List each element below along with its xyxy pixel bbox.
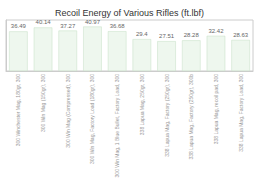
svg-text:300 Winchester Mag, 180gr, 300: 300 Winchester Mag, 180gr, 300: [15, 74, 21, 146]
svg-text:40.97: 40.97: [85, 19, 101, 25]
svg-text:29.4: 29.4: [136, 31, 148, 37]
svg-text:338 Lapua Mag, Factory Load, 3: 338 Lapua Mag, Factory Load, 300: [238, 74, 244, 152]
svg-text:28.63: 28.63: [233, 32, 249, 38]
svg-text:Recoil Energy of Various Rifle: Recoil Energy of Various Rifles (ft.lbf): [55, 8, 204, 18]
svg-text:338 Lapua Mag, recoil pad, 300: 338 Lapua Mag, recoil pad, 300: [213, 74, 219, 145]
svg-text:338 Lapua Mag, Factory (250gr): 338 Lapua Mag, Factory (250gr), 300b: [188, 74, 194, 160]
svg-text:300 Win Mag, Factory Load (180: 300 Win Mag, Factory Load (180gr), 300: [89, 74, 95, 164]
svg-text:338 Lapua Mag, 250gr, 300: 338 Lapua Mag, 250gr, 300: [139, 74, 145, 135]
svg-text:36.68: 36.68: [110, 23, 126, 29]
svg-text:300 Win Mag (Compressed), 300: 300 Win Mag (Compressed), 300: [65, 74, 71, 148]
svg-text:338 Lapua Mag, Factory (250gr): 338 Lapua Mag, Factory (250gr), 300: [164, 74, 170, 157]
svg-text:40.14: 40.14: [36, 19, 52, 25]
svg-text:28.28: 28.28: [184, 32, 200, 38]
svg-text:36.49: 36.49: [11, 23, 27, 29]
svg-text:37.27: 37.27: [60, 23, 76, 29]
svg-text:32.42: 32.42: [208, 28, 224, 34]
svg-text:300 Win Mag (150gr), 300: 300 Win Mag (150gr), 300: [40, 74, 46, 132]
svg-text:27.51: 27.51: [159, 33, 175, 39]
svg-text:300 Win Mag, 1 Blue Bullet, Fa: 300 Win Mag, 1 Blue Bullet, Factory Load…: [114, 74, 120, 178]
